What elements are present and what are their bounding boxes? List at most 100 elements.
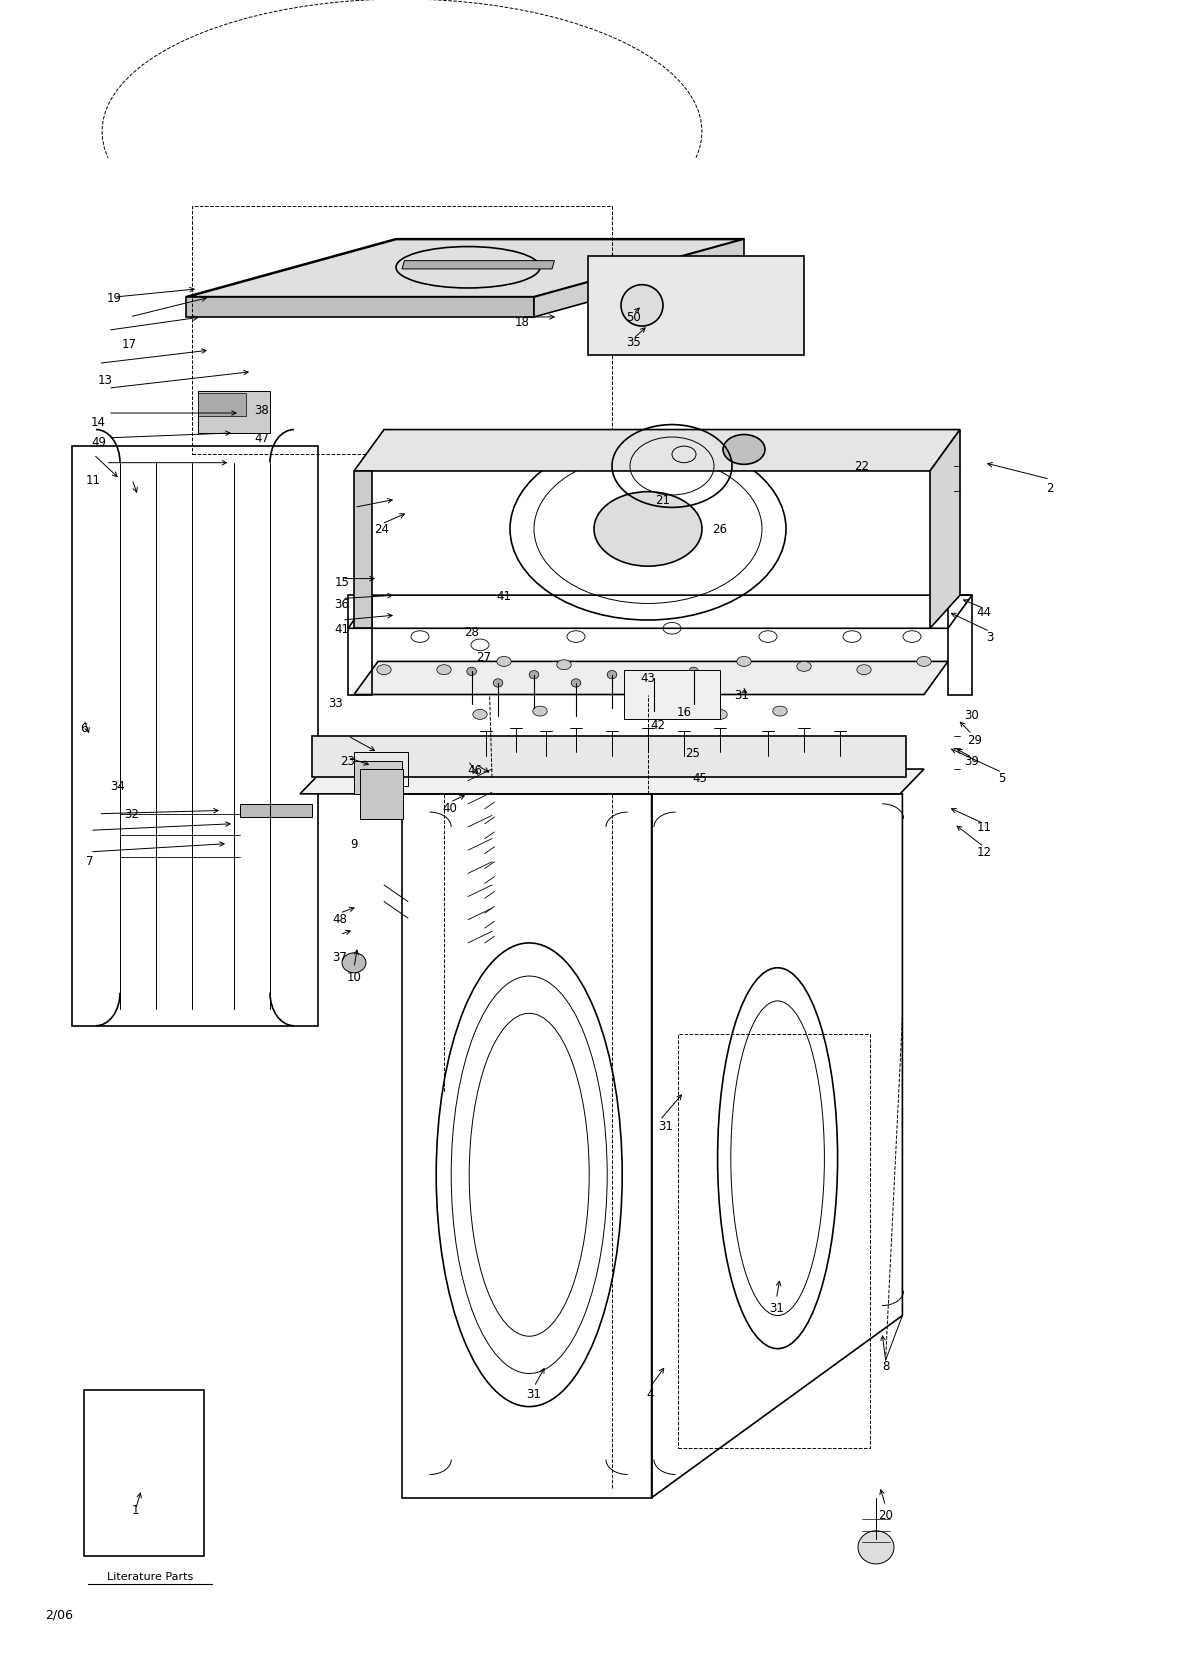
Ellipse shape [497,657,511,667]
Text: 17: 17 [122,338,137,351]
Text: 13: 13 [98,374,113,387]
Ellipse shape [571,680,581,688]
Ellipse shape [737,657,751,667]
Text: 3: 3 [986,631,994,644]
Text: 41: 41 [497,589,511,602]
Text: 48: 48 [332,912,347,925]
Text: 31: 31 [659,1119,673,1132]
Ellipse shape [557,660,571,670]
Text: 22: 22 [854,460,869,473]
Bar [360,770,403,819]
Polygon shape [186,240,744,298]
Ellipse shape [797,662,811,672]
Ellipse shape [493,680,503,688]
Text: 23: 23 [341,755,355,768]
Text: 27: 27 [476,650,491,664]
Text: 32: 32 [125,808,139,821]
Polygon shape [186,298,534,318]
Ellipse shape [529,672,539,679]
Bar [198,392,270,434]
Ellipse shape [607,672,617,679]
Text: 14: 14 [91,415,106,429]
Ellipse shape [713,710,727,720]
Text: 42: 42 [650,718,665,732]
Ellipse shape [594,493,702,566]
Text: 31: 31 [734,688,749,702]
Polygon shape [300,770,924,794]
Text: 43: 43 [641,672,655,685]
Text: 29: 29 [967,733,982,746]
Text: 10: 10 [347,970,361,983]
Bar [192,207,612,455]
Text: 49: 49 [91,435,106,449]
Text: 15: 15 [335,576,349,589]
Ellipse shape [649,675,659,682]
Text: 44: 44 [977,606,991,619]
Ellipse shape [653,707,667,717]
Text: 40: 40 [443,801,457,814]
Ellipse shape [377,665,391,675]
Bar [588,257,804,356]
Text: 25: 25 [685,746,700,760]
Ellipse shape [342,953,366,973]
Polygon shape [534,240,744,318]
Text: 38: 38 [254,404,269,417]
Ellipse shape [622,286,662,328]
Text: 31: 31 [527,1387,541,1400]
Text: 45: 45 [692,771,707,784]
Text: 34: 34 [110,780,125,793]
Ellipse shape [722,435,766,465]
Bar [240,804,312,818]
Text: 8: 8 [882,1359,889,1372]
Text: 50: 50 [626,311,641,324]
Text: 1: 1 [132,1503,139,1516]
Ellipse shape [473,710,487,720]
Text: 37: 37 [332,950,347,963]
Text: 19: 19 [107,291,121,305]
Ellipse shape [689,667,698,675]
Bar [84,1390,204,1556]
Text: 20: 20 [878,1508,893,1521]
Polygon shape [354,430,960,472]
Text: 24: 24 [374,523,389,536]
Text: 18: 18 [515,316,529,329]
Bar [354,761,402,794]
Polygon shape [354,472,372,629]
Text: 2: 2 [1046,482,1054,495]
Polygon shape [402,261,554,270]
Ellipse shape [858,1531,894,1564]
Text: 26: 26 [713,523,727,536]
Text: 9: 9 [350,837,358,851]
Ellipse shape [467,667,476,675]
Text: 33: 33 [329,697,343,710]
Polygon shape [354,662,948,695]
Ellipse shape [857,665,871,675]
Text: 21: 21 [655,493,670,506]
Ellipse shape [917,657,931,667]
Text: 35: 35 [626,336,641,349]
Text: 5: 5 [998,771,1006,784]
Text: 12: 12 [977,846,991,859]
Text: 36: 36 [335,597,349,611]
Text: 11: 11 [977,821,991,834]
Text: 16: 16 [677,705,691,718]
Text: 39: 39 [965,755,979,768]
Ellipse shape [533,707,547,717]
Polygon shape [930,430,960,629]
Text: 2/06: 2/06 [46,1607,73,1620]
Text: 47: 47 [254,432,269,445]
Text: 6: 6 [80,722,88,735]
Text: 28: 28 [464,626,479,639]
Text: 41: 41 [335,622,349,636]
Text: Literature Parts: Literature Parts [107,1571,193,1581]
Text: 46: 46 [468,763,482,776]
Text: 11: 11 [86,473,101,487]
Bar [198,394,246,417]
Ellipse shape [773,707,787,717]
Text: 4: 4 [647,1387,654,1400]
Ellipse shape [437,665,451,675]
Text: 31: 31 [769,1301,784,1314]
Bar [678,1034,870,1448]
Text: 7: 7 [86,854,94,867]
Polygon shape [312,736,906,778]
